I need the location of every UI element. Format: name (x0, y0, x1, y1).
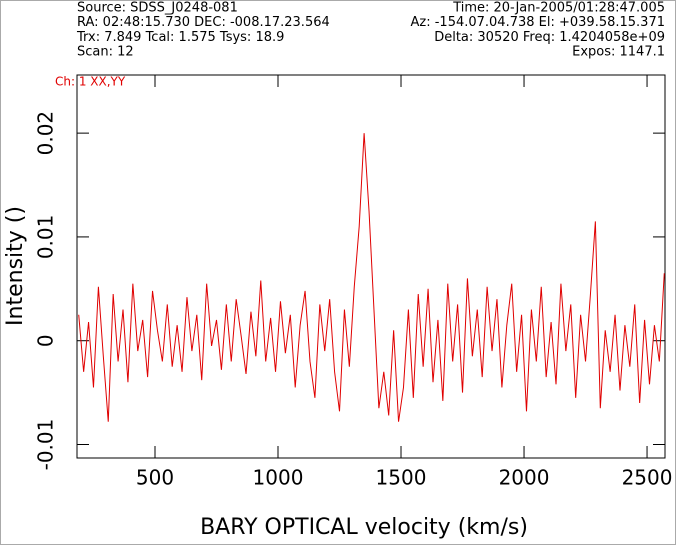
y-tick-label: 0 (34, 334, 58, 347)
spectrum-line (78, 133, 665, 422)
header-text: Expos: 1147.1 (572, 45, 665, 60)
channel-label: Ch: 1 XX,YY (55, 75, 126, 89)
x-tick-label: 2500 (622, 466, 673, 490)
x-tick-label: 1500 (376, 466, 427, 490)
header-text: Trx: 7.849 Tcal: 1.575 Tsys: 18.9 (76, 30, 284, 45)
y-tick-label: 0.02 (34, 111, 58, 156)
x-tick-label: 1000 (253, 466, 304, 490)
x-tick-label: 2000 (499, 466, 550, 490)
y-axis-label: Intensity () (3, 206, 28, 326)
header-text: RA: 02:48:15.730 DEC: -008.17.23.564 (77, 15, 330, 30)
x-axis-label: BARY OPTICAL velocity (km/s) (200, 515, 528, 540)
header-text: Delta: 30520 Freq: 1.4204058e+09 (434, 30, 665, 45)
header-text: Az: -154.07.04.738 El: +039.58.15.371 (411, 15, 666, 30)
header-text: Scan: 12 (77, 45, 134, 60)
header-text: Source: SDSS_J0248-081 (77, 1, 238, 16)
header-text: Time: 20-Jan-2005/01:28:47.005 (452, 1, 665, 16)
y-tick-label: 0.01 (34, 215, 58, 260)
plot-frame (76, 74, 666, 459)
x-tick-label: 500 (136, 466, 174, 490)
y-tick-label: -0.01 (34, 419, 58, 471)
